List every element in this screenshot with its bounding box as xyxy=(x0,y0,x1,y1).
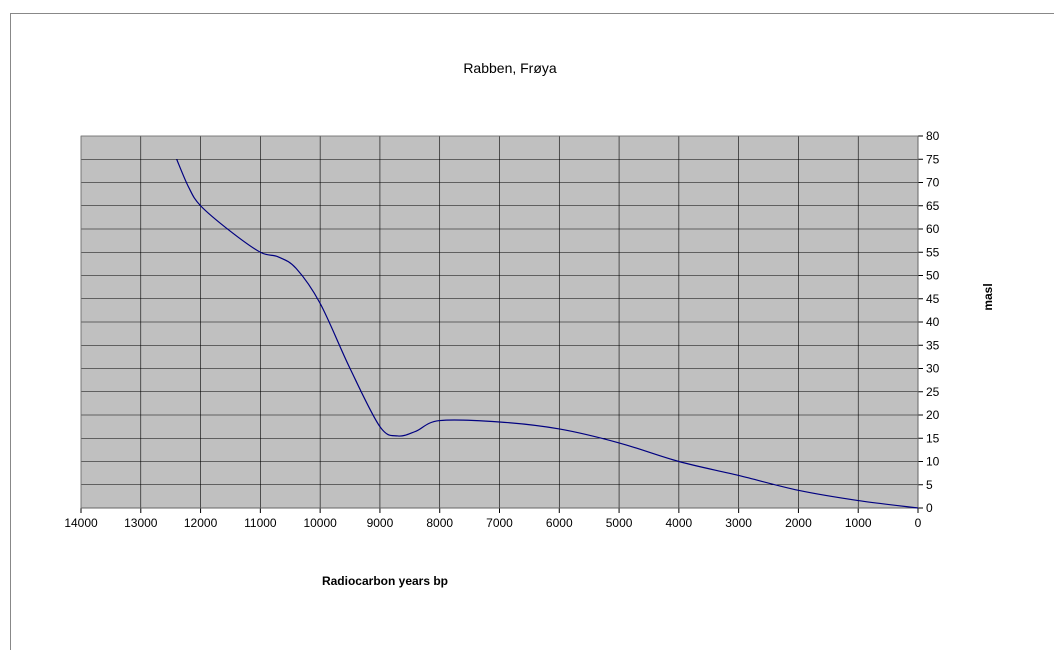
x-tick-label: 13000 xyxy=(124,516,158,530)
y-tick-label: 35 xyxy=(926,338,940,352)
y-tick-label: 65 xyxy=(926,199,940,213)
x-tick-label: 14000 xyxy=(64,516,98,530)
x-tick-labels: 14000 13000 12000 11000 10000 9000 8000 7000 600… xyxy=(64,516,921,530)
x-tick-label: 12000 xyxy=(184,516,218,530)
y-tick-label: 40 xyxy=(926,315,940,329)
y-tick-label: 60 xyxy=(926,222,940,236)
x-tick-label: 6000 xyxy=(546,516,573,530)
y-tick-label: 75 xyxy=(926,152,940,166)
x-tick-label: 11000 xyxy=(244,516,277,530)
y-axis-label: masl xyxy=(981,283,995,310)
y-tick-label: 45 xyxy=(926,292,940,306)
x-axis-label: Radiocarbon years bp xyxy=(322,574,448,588)
y-tick-label: 15 xyxy=(926,431,940,445)
x-tick-label: 4000 xyxy=(666,516,693,530)
x-tick-label: 10000 xyxy=(303,516,337,530)
x-tick-label: 1000 xyxy=(845,516,872,530)
y-tick-label: 30 xyxy=(926,362,940,376)
plot-border xyxy=(80,135,919,509)
x-tick-label: 2000 xyxy=(785,516,812,530)
y-tick-label: 25 xyxy=(926,385,940,399)
y-tick-label: 50 xyxy=(926,269,940,283)
x-tick-label: 3000 xyxy=(725,516,752,530)
y-tick-label: 20 xyxy=(926,408,940,422)
y-tick-label: 80 xyxy=(926,129,940,143)
y-tick-label: 5 xyxy=(926,478,933,492)
x-tick-label: 8000 xyxy=(426,516,453,530)
x-tick-label: 7000 xyxy=(486,516,513,530)
axes xyxy=(80,135,923,513)
chart-title: Rabben, Frøya xyxy=(463,60,557,76)
y-tick-label: 70 xyxy=(926,176,940,190)
x-tick-label: 0 xyxy=(915,516,922,530)
series-line xyxy=(176,159,919,509)
x-tick-label: 9000 xyxy=(367,516,394,530)
x-tick-label: 5000 xyxy=(606,516,633,530)
y-tick-label: 10 xyxy=(926,455,940,469)
y-tick-label: 55 xyxy=(926,245,940,259)
y-tick-labels: 0 5 10 15 20 25 30 35 40 45 50 55 60 65 70 75 80 xyxy=(926,129,940,515)
y-tick-label: 0 xyxy=(926,501,933,515)
